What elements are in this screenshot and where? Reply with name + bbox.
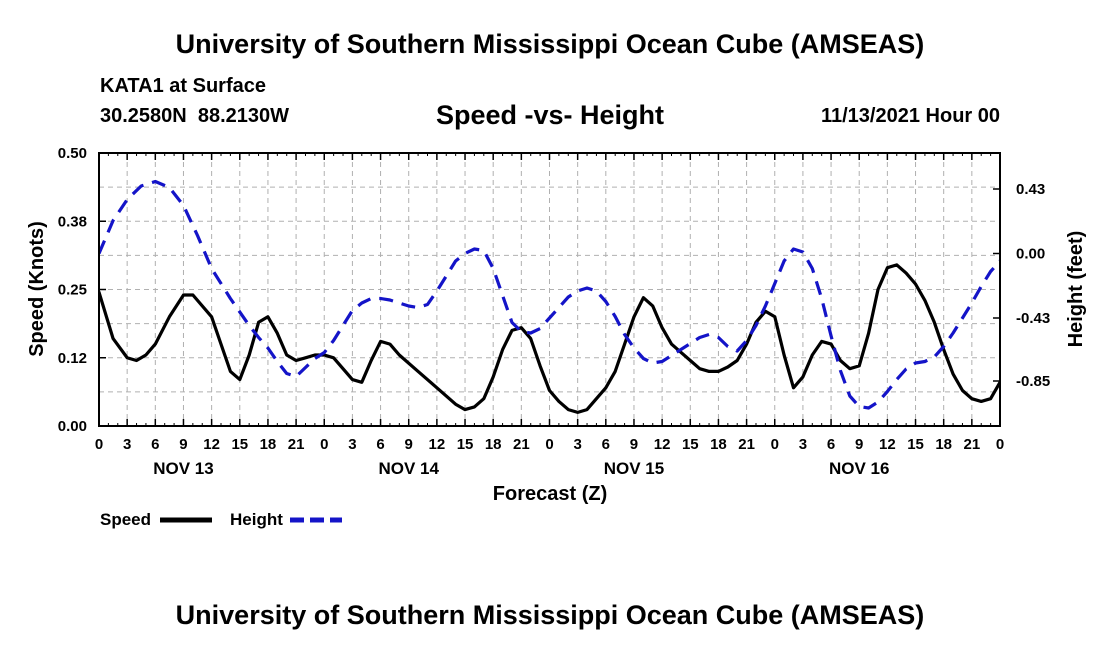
x-tick-label: 21 [964,436,981,453]
plot-frame [98,152,1001,427]
page-title: University of Southern Mississippi Ocean… [175,29,925,59]
x-tick-label: 6 [376,436,384,453]
x-day-label: NOV 14 [378,459,439,478]
station-label: KATA1 at Surface [100,75,266,97]
y-left-tick-label: 0.00 [58,418,87,435]
x-tick-label: 15 [907,436,924,453]
y-right-tick-label: 0.43 [1016,181,1045,198]
x-tick-label: 15 [231,436,248,453]
y-right-tick-label: 0.00 [1016,246,1045,263]
legend-speed-label: Speed [100,510,151,529]
y-axis-title-left: Speed (Knots) [26,221,48,357]
x-tick-label: 3 [348,436,356,453]
x-tick-label: 9 [405,436,413,453]
x-tick-label: 18 [485,436,502,453]
y-axis-title-right: Height (feet) [1065,231,1087,348]
x-tick-label: 0 [545,436,553,453]
x-day-label: NOV 16 [829,459,889,478]
y-right-tick-label: -0.85 [1016,373,1050,390]
y-left-tick-label: 0.12 [58,350,87,367]
x-tick-label: 0 [771,436,779,453]
x-tick-label: 12 [654,436,671,453]
y-right-tick-label: -0.43 [1016,310,1050,327]
coordinates-label: 30.2580N 88.2130W [100,105,290,127]
x-tick-label: 3 [799,436,807,453]
x-day-label: NOV 15 [604,459,664,478]
x-tick-label: 12 [203,436,220,453]
series-line-height [99,179,1000,410]
grid [99,153,1000,426]
legend: Speed Height [100,510,342,529]
x-tick-label: 18 [935,436,952,453]
x-tick-label: 0 [996,436,1004,453]
x-tick-label: 12 [429,436,446,453]
legend-height-label: Height [230,510,283,529]
x-tick-label: 18 [710,436,727,453]
x-axis-title: Forecast (Z) [493,483,607,505]
x-tick-label: 3 [573,436,581,453]
chart-title: Speed -vs- Height [435,100,665,130]
x-tick-label: 9 [855,436,863,453]
x-day-label: NOV 13 [153,459,213,478]
y-left-tick-label: 0.50 [58,145,87,162]
series-line-speed [99,263,1000,414]
x-tick-label: 21 [288,436,305,453]
footer-title: University of Southern Mississippi Ocean… [175,600,925,630]
x-tick-label: 18 [260,436,277,453]
x-tick-label: 12 [879,436,896,453]
axis-labels: 0 3 6 9 12 15 18 21 0 3 6 9 12 15 18 21 0 3 6 9 12 15 18 21 0 3 6 9… [58,145,1050,478]
x-tick-label: 0 [320,436,328,453]
x-tick-label: 15 [682,436,699,453]
x-tick-label: 6 [827,436,835,453]
x-tick-label: 3 [123,436,131,453]
x-tick-label: 9 [630,436,638,453]
x-tick-label: 21 [513,436,530,453]
x-tick-label: 6 [602,436,610,453]
y-left-tick-label: 0.25 [58,282,87,299]
forecast-datetime: 11/13/2021 Hour 00 [820,105,1000,127]
x-tick-label: 0 [95,436,103,453]
x-tick-label: 6 [151,436,159,453]
x-tick-label: 15 [457,436,474,453]
y-left-tick-label: 0.38 [58,213,87,230]
series [99,179,1000,414]
x-tick-label: 9 [179,436,187,453]
x-tick-label: 21 [738,436,755,453]
